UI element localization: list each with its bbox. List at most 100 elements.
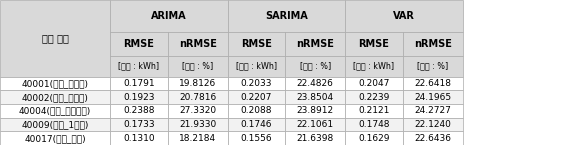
- Bar: [285, 90, 345, 104]
- Bar: [345, 131, 403, 145]
- Text: 40009(부산_1단계): 40009(부산_1단계): [21, 120, 89, 129]
- Bar: [168, 90, 228, 104]
- Bar: [228, 118, 285, 131]
- Bar: [403, 104, 463, 118]
- Bar: [110, 77, 168, 90]
- Text: 22.4826: 22.4826: [297, 79, 334, 88]
- Bar: [110, 90, 168, 104]
- Text: 0.2047: 0.2047: [358, 79, 390, 88]
- Bar: [228, 131, 285, 145]
- Text: ARIMA: ARIMA: [151, 11, 186, 21]
- Text: 0.2388: 0.2388: [123, 106, 155, 115]
- Text: [단위 : %]: [단위 : %]: [182, 62, 213, 71]
- Text: 23.8912: 23.8912: [296, 106, 334, 115]
- Text: 22.1061: 22.1061: [296, 120, 334, 129]
- Bar: [168, 104, 228, 118]
- Text: [단위 : kWh]: [단위 : kWh]: [236, 62, 277, 71]
- Bar: [228, 77, 285, 90]
- Bar: [168, 118, 228, 131]
- Text: nRMSE: nRMSE: [179, 39, 217, 49]
- Bar: [228, 56, 285, 77]
- Text: 0.2121: 0.2121: [358, 106, 390, 115]
- Bar: [345, 32, 403, 56]
- Bar: [110, 104, 168, 118]
- Text: RMSE: RMSE: [241, 39, 272, 49]
- Text: 0.1791: 0.1791: [123, 79, 155, 88]
- Text: 40001(부산_수처리): 40001(부산_수처리): [21, 79, 89, 88]
- Text: 0.2207: 0.2207: [241, 93, 272, 102]
- Bar: [0, 77, 110, 90]
- Text: RMSE: RMSE: [358, 39, 390, 49]
- Bar: [403, 90, 463, 104]
- Text: RMSE: RMSE: [123, 39, 155, 49]
- Text: 22.6418: 22.6418: [415, 79, 451, 88]
- Bar: [345, 56, 403, 77]
- Text: 40002(부산_운동장): 40002(부산_운동장): [21, 93, 89, 102]
- Bar: [168, 77, 228, 90]
- Text: 24.1965: 24.1965: [414, 93, 452, 102]
- Bar: [345, 0, 463, 32]
- Bar: [110, 56, 168, 77]
- Text: 예측 지점: 예측 지점: [42, 33, 68, 43]
- Bar: [285, 56, 345, 77]
- Text: 22.6436: 22.6436: [415, 134, 451, 143]
- Bar: [345, 90, 403, 104]
- Bar: [228, 32, 285, 56]
- Bar: [345, 104, 403, 118]
- Bar: [345, 118, 403, 131]
- Bar: [285, 131, 345, 145]
- Bar: [403, 118, 463, 131]
- Text: 0.2033: 0.2033: [241, 79, 272, 88]
- Text: 40004(부산_자재창고): 40004(부산_자재창고): [19, 106, 91, 115]
- Bar: [0, 118, 110, 131]
- Bar: [0, 131, 110, 145]
- Text: nRMSE: nRMSE: [414, 39, 452, 49]
- Text: 21.6398: 21.6398: [296, 134, 334, 143]
- Bar: [110, 0, 228, 32]
- Bar: [110, 32, 168, 56]
- Text: 0.1746: 0.1746: [241, 120, 272, 129]
- Text: 40017(부산_신항): 40017(부산_신항): [24, 134, 86, 143]
- Text: nRMSE: nRMSE: [296, 39, 334, 49]
- Text: 0.1310: 0.1310: [123, 134, 155, 143]
- Bar: [403, 131, 463, 145]
- Text: 0.1748: 0.1748: [358, 120, 390, 129]
- Bar: [403, 56, 463, 77]
- Text: [단위 : %]: [단위 : %]: [417, 62, 448, 71]
- Text: 0.1733: 0.1733: [123, 120, 155, 129]
- Text: 24.2727: 24.2727: [415, 106, 451, 115]
- Text: 23.8504: 23.8504: [296, 93, 334, 102]
- Bar: [228, 104, 285, 118]
- Text: 20.7816: 20.7816: [179, 93, 217, 102]
- Text: 0.1923: 0.1923: [123, 93, 155, 102]
- Text: 27.3320: 27.3320: [179, 106, 217, 115]
- Bar: [228, 0, 345, 32]
- Bar: [285, 77, 345, 90]
- Text: VAR: VAR: [393, 11, 415, 21]
- Text: 22.1240: 22.1240: [415, 120, 451, 129]
- Text: 21.9330: 21.9330: [179, 120, 217, 129]
- Text: 18.2184: 18.2184: [179, 134, 217, 143]
- Text: [단위 : kWh]: [단위 : kWh]: [353, 62, 395, 71]
- Text: 19.8126: 19.8126: [179, 79, 217, 88]
- Bar: [0, 0, 110, 77]
- Text: 0.1629: 0.1629: [358, 134, 390, 143]
- Bar: [0, 90, 110, 104]
- Bar: [403, 77, 463, 90]
- Text: [단위 : %]: [단위 : %]: [300, 62, 331, 71]
- Bar: [285, 32, 345, 56]
- Text: 0.2088: 0.2088: [241, 106, 272, 115]
- Text: 0.2239: 0.2239: [358, 93, 390, 102]
- Bar: [168, 131, 228, 145]
- Bar: [168, 56, 228, 77]
- Bar: [228, 90, 285, 104]
- Bar: [110, 131, 168, 145]
- Bar: [0, 104, 110, 118]
- Bar: [110, 118, 168, 131]
- Bar: [345, 77, 403, 90]
- Text: [단위 : kWh]: [단위 : kWh]: [118, 62, 160, 71]
- Bar: [403, 32, 463, 56]
- Text: 0.1556: 0.1556: [241, 134, 272, 143]
- Bar: [285, 104, 345, 118]
- Text: SARIMA: SARIMA: [265, 11, 307, 21]
